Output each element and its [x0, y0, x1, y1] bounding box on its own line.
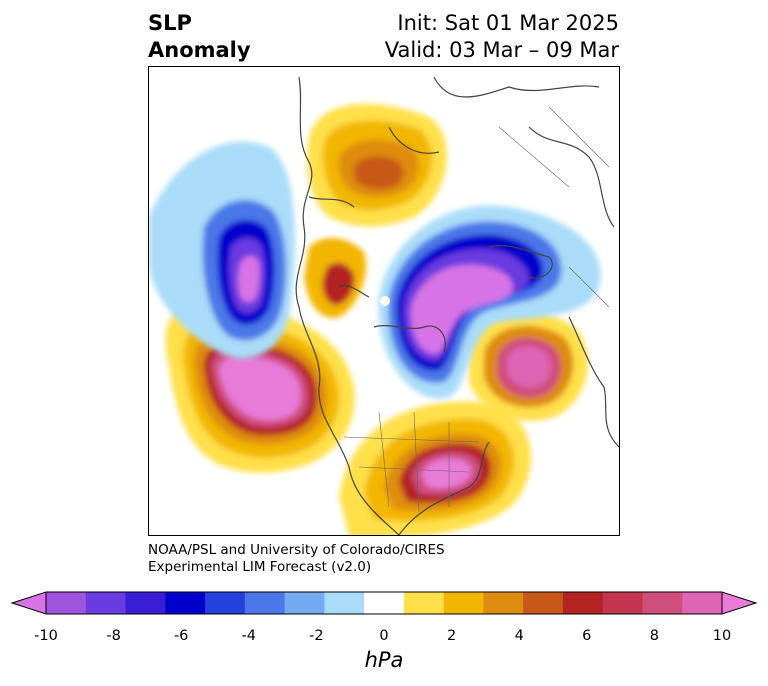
colorbar-cell	[682, 592, 723, 614]
colorbar-tick-label: 8	[649, 628, 660, 644]
colorbar-cell	[483, 592, 524, 614]
colorbar-tick-label: -10	[34, 628, 58, 644]
title-line-1: SLP	[148, 11, 192, 35]
colorbar-cell	[85, 592, 127, 614]
colorbar-tick-label: -8	[106, 628, 121, 644]
colorbar-unit: hPa	[364, 648, 404, 672]
colorbar-tick-label: 6	[582, 628, 592, 644]
credit-line-1: NOAA/PSL and University of Colorado/CIRE…	[148, 542, 445, 558]
colorbar-cell	[602, 592, 643, 614]
coastlines	[295, 76, 619, 535]
colorbar-tick-label: -2	[309, 628, 324, 644]
pole-marker	[380, 296, 390, 306]
credit-line-2: Experimental LIM Forecast (v2.0)	[148, 559, 372, 575]
colorbar-tick-label: 0	[379, 628, 389, 644]
anomaly-siberia-high	[304, 103, 447, 318]
forecast-dates: Init: Sat 01 Mar 2025 Valid: 03 Mar – 09…	[385, 10, 619, 64]
colorbar-cell	[403, 592, 445, 614]
colorbar-cell	[562, 592, 604, 614]
colorbar-cell	[364, 592, 405, 614]
map-panel	[148, 66, 620, 536]
country-borders	[343, 106, 610, 513]
colorbar-cell	[523, 592, 564, 614]
colorbar-cell	[46, 592, 87, 614]
anomaly-eastern-us-high	[339, 401, 531, 535]
anomaly-arctic-low	[378, 205, 601, 399]
colorbar-cell	[205, 592, 246, 614]
colorbar-tick-label: 2	[446, 628, 457, 644]
colorbar-tick-label: -6	[173, 628, 189, 644]
colorbar-cell	[284, 592, 325, 614]
colorbar-tick-label: 4	[514, 628, 524, 644]
colorbar-tick-label: -4	[241, 628, 257, 644]
colorbar-cell	[324, 592, 365, 614]
colorbar-cell	[443, 592, 484, 614]
anomaly-map	[149, 67, 619, 535]
anomaly-asian-pacific-low	[149, 141, 295, 359]
colorbar-cell	[165, 592, 206, 614]
anomaly-ne-pacific-high	[165, 299, 355, 473]
credit: NOAA/PSL and University of Colorado/CIRE…	[148, 542, 445, 576]
colorbar-frame	[45, 591, 723, 615]
colorbar-left-arrow	[10, 591, 47, 615]
anomaly-europe-high	[469, 311, 588, 421]
colorbar-tick-label: 10	[712, 628, 732, 644]
map-title: SLP Anomaly	[148, 10, 251, 64]
colorbar	[10, 591, 758, 615]
colorbar-cell	[125, 592, 166, 614]
colorbar-right-arrow	[721, 591, 758, 615]
init-date: Init: Sat 01 Mar 2025	[397, 11, 619, 35]
title-line-2: Anomaly	[148, 38, 251, 62]
colorbar-cell	[244, 592, 286, 614]
valid-range: Valid: 03 Mar – 09 Mar	[384, 38, 619, 62]
colorbar-cell	[642, 592, 683, 614]
